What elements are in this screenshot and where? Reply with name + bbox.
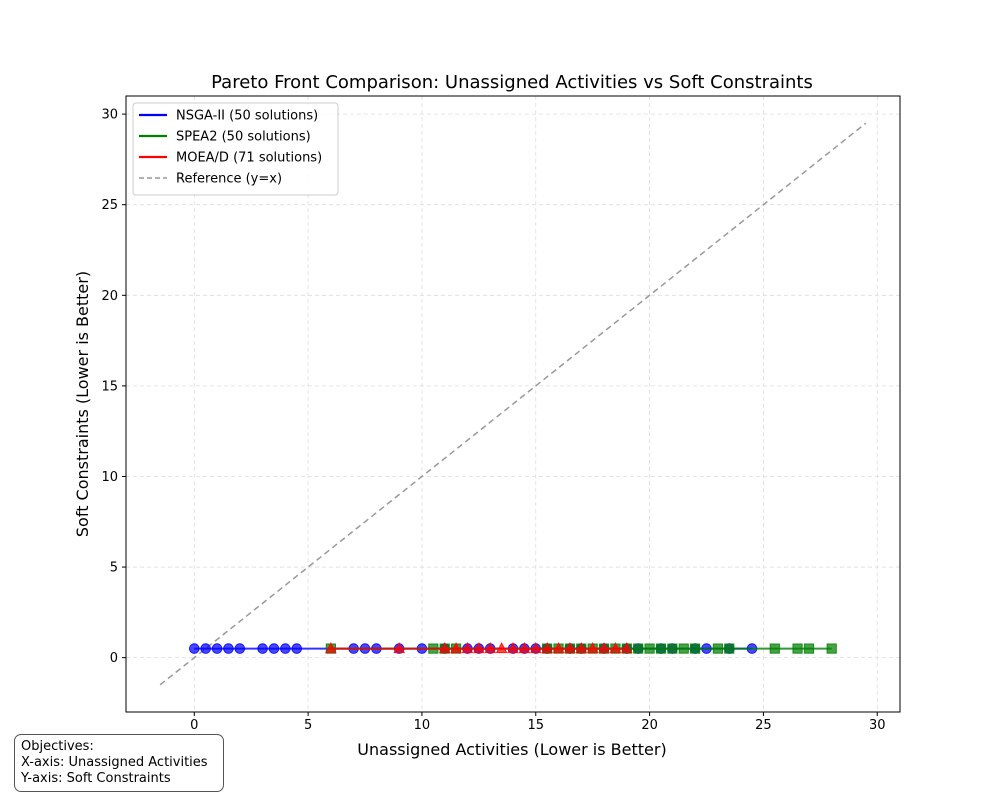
y-tick-label: 15 — [101, 379, 118, 394]
legend-label: MOEA/D (71 solutions) — [176, 151, 322, 166]
data-point — [541, 642, 553, 654]
data-point — [667, 643, 678, 654]
note-x-axis: X-axis: Unassigned Activities — [21, 755, 208, 770]
data-point — [484, 642, 497, 654]
legend-label: Reference (y=x) — [176, 172, 282, 187]
data-point — [690, 643, 701, 654]
data-point — [552, 642, 565, 654]
note-y-axis: Y-axis: Soft Constraints — [21, 771, 171, 786]
legend-label: SPEA2 (50 solutions) — [176, 130, 311, 145]
y-tick-label: 25 — [101, 198, 118, 213]
data-point — [792, 643, 803, 654]
data-point — [620, 642, 633, 654]
y-tick-label: 0 — [110, 651, 118, 666]
reference-line — [159, 122, 867, 686]
data-point — [529, 642, 542, 654]
x-tick-label: 30 — [869, 718, 886, 733]
x-tick-label: 5 — [304, 718, 312, 733]
data-point — [473, 642, 485, 654]
data-point — [211, 643, 223, 654]
data-point — [438, 642, 451, 654]
data-point — [223, 643, 234, 654]
data-point — [280, 643, 291, 654]
data-point — [803, 643, 815, 654]
chart-title: Pareto Front Comparison: Unassigned Acti… — [211, 72, 813, 93]
y-tick-label: 30 — [101, 108, 118, 123]
y-tick-label: 10 — [101, 470, 118, 485]
data-point — [518, 642, 531, 654]
data-point — [507, 642, 519, 654]
data-point — [495, 642, 508, 654]
data-point — [268, 643, 280, 654]
plot-area — [159, 122, 867, 686]
x-tick-label: 20 — [641, 718, 658, 733]
x-axis-label: Unassigned Activities (Lower is Better) — [357, 740, 666, 759]
data-point — [393, 642, 406, 654]
data-point — [200, 643, 211, 654]
data-point — [234, 643, 246, 654]
x-tick-label: 10 — [414, 718, 431, 733]
y-tick-label: 20 — [101, 289, 118, 304]
series-2 — [325, 642, 633, 654]
data-point — [724, 643, 735, 654]
x-tick-label: 15 — [527, 718, 544, 733]
legend: NSGA-II (50 solutions) SPEA2 (50 solution… — [132, 102, 339, 196]
data-point — [678, 643, 689, 654]
data-point — [188, 643, 200, 654]
x-tick-label: 25 — [755, 718, 772, 733]
data-point — [644, 643, 655, 654]
axes-frame — [125, 95, 901, 713]
note-heading: Objectives: — [21, 739, 94, 754]
data-point — [655, 643, 667, 654]
legend-frame — [132, 102, 339, 196]
data-point — [450, 642, 462, 654]
data-point — [325, 642, 337, 654]
data-point — [826, 643, 837, 654]
data-point — [769, 643, 780, 654]
data-point — [291, 643, 303, 654]
data-point — [712, 643, 723, 654]
axis-ticks: 0 5 10 15 20 25 30 0 5 10 15 20 25 30 — [101, 108, 885, 733]
data-point — [257, 643, 268, 654]
y-tick-label: 5 — [110, 561, 118, 576]
data-point — [575, 642, 588, 654]
data-point — [598, 642, 610, 654]
x-tick-label: 0 — [190, 718, 198, 733]
data-point — [564, 642, 576, 654]
data-point — [609, 642, 622, 654]
data-point — [461, 642, 474, 654]
data-point — [633, 643, 644, 654]
objectives-note: Objectives: X-axis: Unassigned Activitie… — [14, 734, 224, 792]
data-point — [586, 642, 599, 654]
y-axis-label: Soft Constraints (Lower is Better) — [73, 271, 92, 537]
legend-label: NSGA-II (50 solutions) — [176, 109, 318, 124]
